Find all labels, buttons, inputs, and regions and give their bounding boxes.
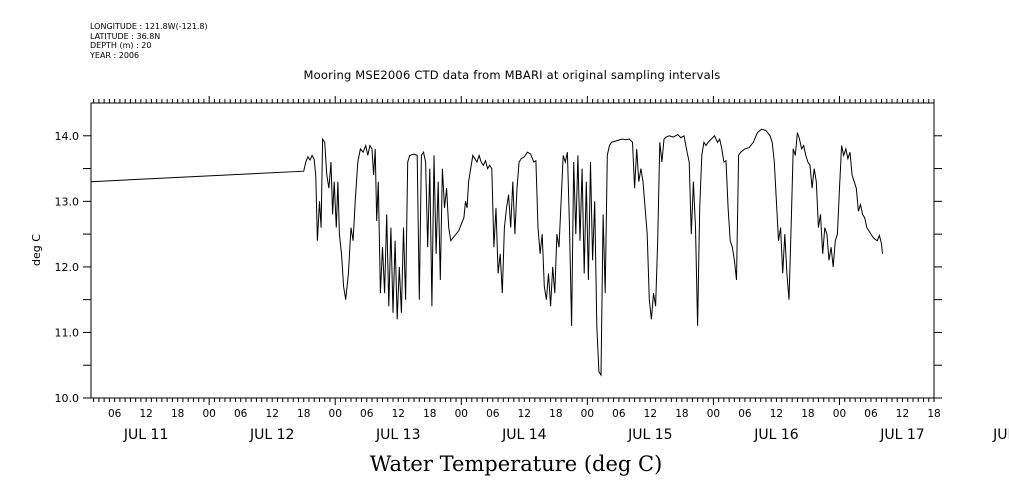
x-tick-label: 18 bbox=[423, 408, 436, 420]
x-tick-label: 00 bbox=[329, 408, 342, 420]
chart-title-wrap: Mooring MSE2006 CTD data from MBARI at o… bbox=[0, 68, 1009, 82]
x-tick-label: 18 bbox=[927, 408, 940, 420]
axis-labels: 10.0 11.0 12.0 13.0 14.0 06 12 18 00 06 12 18 00 06 12… bbox=[55, 130, 1009, 443]
y-tick-label: 12.0 bbox=[55, 261, 80, 274]
x-tick-label: 00 bbox=[202, 408, 215, 420]
longitude-label: LONGITUDE : 121.8W(-121.8) bbox=[90, 22, 208, 31]
x-tick-label: 06 bbox=[360, 408, 374, 420]
x-day-label: JUL 11 bbox=[123, 427, 168, 443]
depth-label: DEPTH (m) : 20 bbox=[90, 41, 152, 50]
x-tick-label: 06 bbox=[486, 408, 500, 420]
x-tick-label: 18 bbox=[675, 408, 688, 420]
year-label: YEAR : 2006 bbox=[90, 50, 140, 60]
x-tick-label: 00 bbox=[455, 408, 468, 420]
x-tick-label: 18 bbox=[549, 408, 562, 420]
latitude-label: LATITUDE : 36.8N bbox=[90, 31, 161, 41]
x-tick-label: 00 bbox=[833, 408, 846, 420]
metadata-block: LONGITUDE : 121.8W(-121.8) LATITUDE : 36… bbox=[90, 22, 208, 60]
x-tick-label: 12 bbox=[266, 408, 279, 420]
x-axis-title: Water Temperature (deg C) bbox=[369, 452, 663, 476]
x-tick-label: 00 bbox=[581, 408, 594, 420]
plot-frame bbox=[90, 102, 935, 399]
x-day-label: JUL 15 bbox=[627, 427, 672, 443]
x-day-label: JUL 13 bbox=[375, 427, 420, 443]
x-tick-label: 18 bbox=[171, 408, 184, 420]
series-line-water-temperature bbox=[90, 128, 883, 377]
x-tick-label: 12 bbox=[139, 408, 152, 420]
y-axis-label: deg C bbox=[30, 234, 43, 266]
x-tick-label: 06 bbox=[612, 408, 626, 420]
x-tick-label: 00 bbox=[707, 408, 720, 420]
chart-title: Mooring MSE2006 CTD data from MBARI at o… bbox=[303, 68, 721, 82]
x-tick-label: 06 bbox=[108, 408, 122, 420]
x-tick-label: 06 bbox=[738, 408, 752, 420]
x-tick-label: 06 bbox=[234, 408, 248, 420]
x-tick-label: 12 bbox=[518, 408, 531, 420]
x-tick-label: 12 bbox=[392, 408, 405, 420]
x-tick-label: 12 bbox=[770, 408, 783, 420]
x-axis-title-wrap: Water Temperature (deg C) bbox=[0, 452, 1009, 476]
x-day-label: JUL 17 bbox=[879, 427, 924, 443]
x-day-label: JUL 18 bbox=[992, 427, 1009, 443]
y-tick-label: 10.0 bbox=[55, 392, 80, 405]
y-tick-label: 13.0 bbox=[55, 195, 80, 208]
x-tick-label: 18 bbox=[297, 408, 310, 420]
y-tick-label: 14.0 bbox=[55, 130, 80, 143]
x-tick-label: 06 bbox=[864, 408, 878, 420]
axis-ticks bbox=[83, 96, 942, 405]
x-tick-label: 12 bbox=[644, 408, 657, 420]
x-day-label: JUL 16 bbox=[753, 427, 799, 443]
x-day-label: JUL 14 bbox=[501, 427, 547, 443]
y-tick-label: 11.0 bbox=[55, 326, 80, 339]
x-tick-label: 18 bbox=[801, 408, 814, 420]
x-tick-label: 12 bbox=[896, 408, 909, 420]
x-day-label: JUL 12 bbox=[249, 427, 294, 443]
